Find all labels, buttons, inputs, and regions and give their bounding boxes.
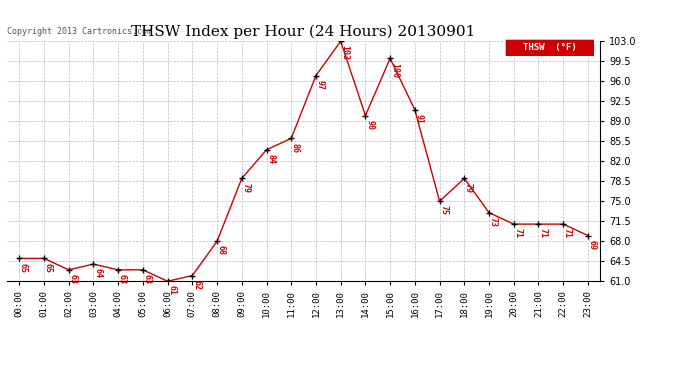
Text: 79: 79 bbox=[464, 183, 473, 192]
Text: 62: 62 bbox=[192, 280, 201, 290]
Text: 91: 91 bbox=[415, 114, 424, 124]
Text: 65: 65 bbox=[19, 262, 28, 273]
Text: 65: 65 bbox=[43, 262, 52, 273]
Text: 71: 71 bbox=[538, 228, 547, 238]
Text: 71: 71 bbox=[513, 228, 522, 238]
Text: 69: 69 bbox=[588, 240, 597, 250]
Text: 84: 84 bbox=[266, 154, 275, 164]
Text: 71: 71 bbox=[563, 228, 572, 238]
Text: 63: 63 bbox=[118, 274, 127, 284]
Text: 97: 97 bbox=[315, 80, 324, 90]
Text: 103: 103 bbox=[340, 45, 349, 60]
Text: 63: 63 bbox=[68, 274, 77, 284]
Text: 68: 68 bbox=[217, 245, 226, 255]
Text: Copyright 2013 Cartronics.com: Copyright 2013 Cartronics.com bbox=[7, 27, 152, 36]
Text: 79: 79 bbox=[241, 183, 250, 192]
Title: THSW Index per Hour (24 Hours) 20130901: THSW Index per Hour (24 Hours) 20130901 bbox=[131, 24, 476, 39]
Text: 75: 75 bbox=[440, 206, 449, 215]
Text: 73: 73 bbox=[489, 217, 497, 227]
Text: 64: 64 bbox=[93, 268, 102, 278]
Text: 86: 86 bbox=[291, 142, 300, 153]
Text: 63: 63 bbox=[143, 274, 152, 284]
Text: 90: 90 bbox=[365, 120, 374, 130]
Text: 61: 61 bbox=[167, 285, 176, 296]
Text: 100: 100 bbox=[390, 63, 399, 78]
